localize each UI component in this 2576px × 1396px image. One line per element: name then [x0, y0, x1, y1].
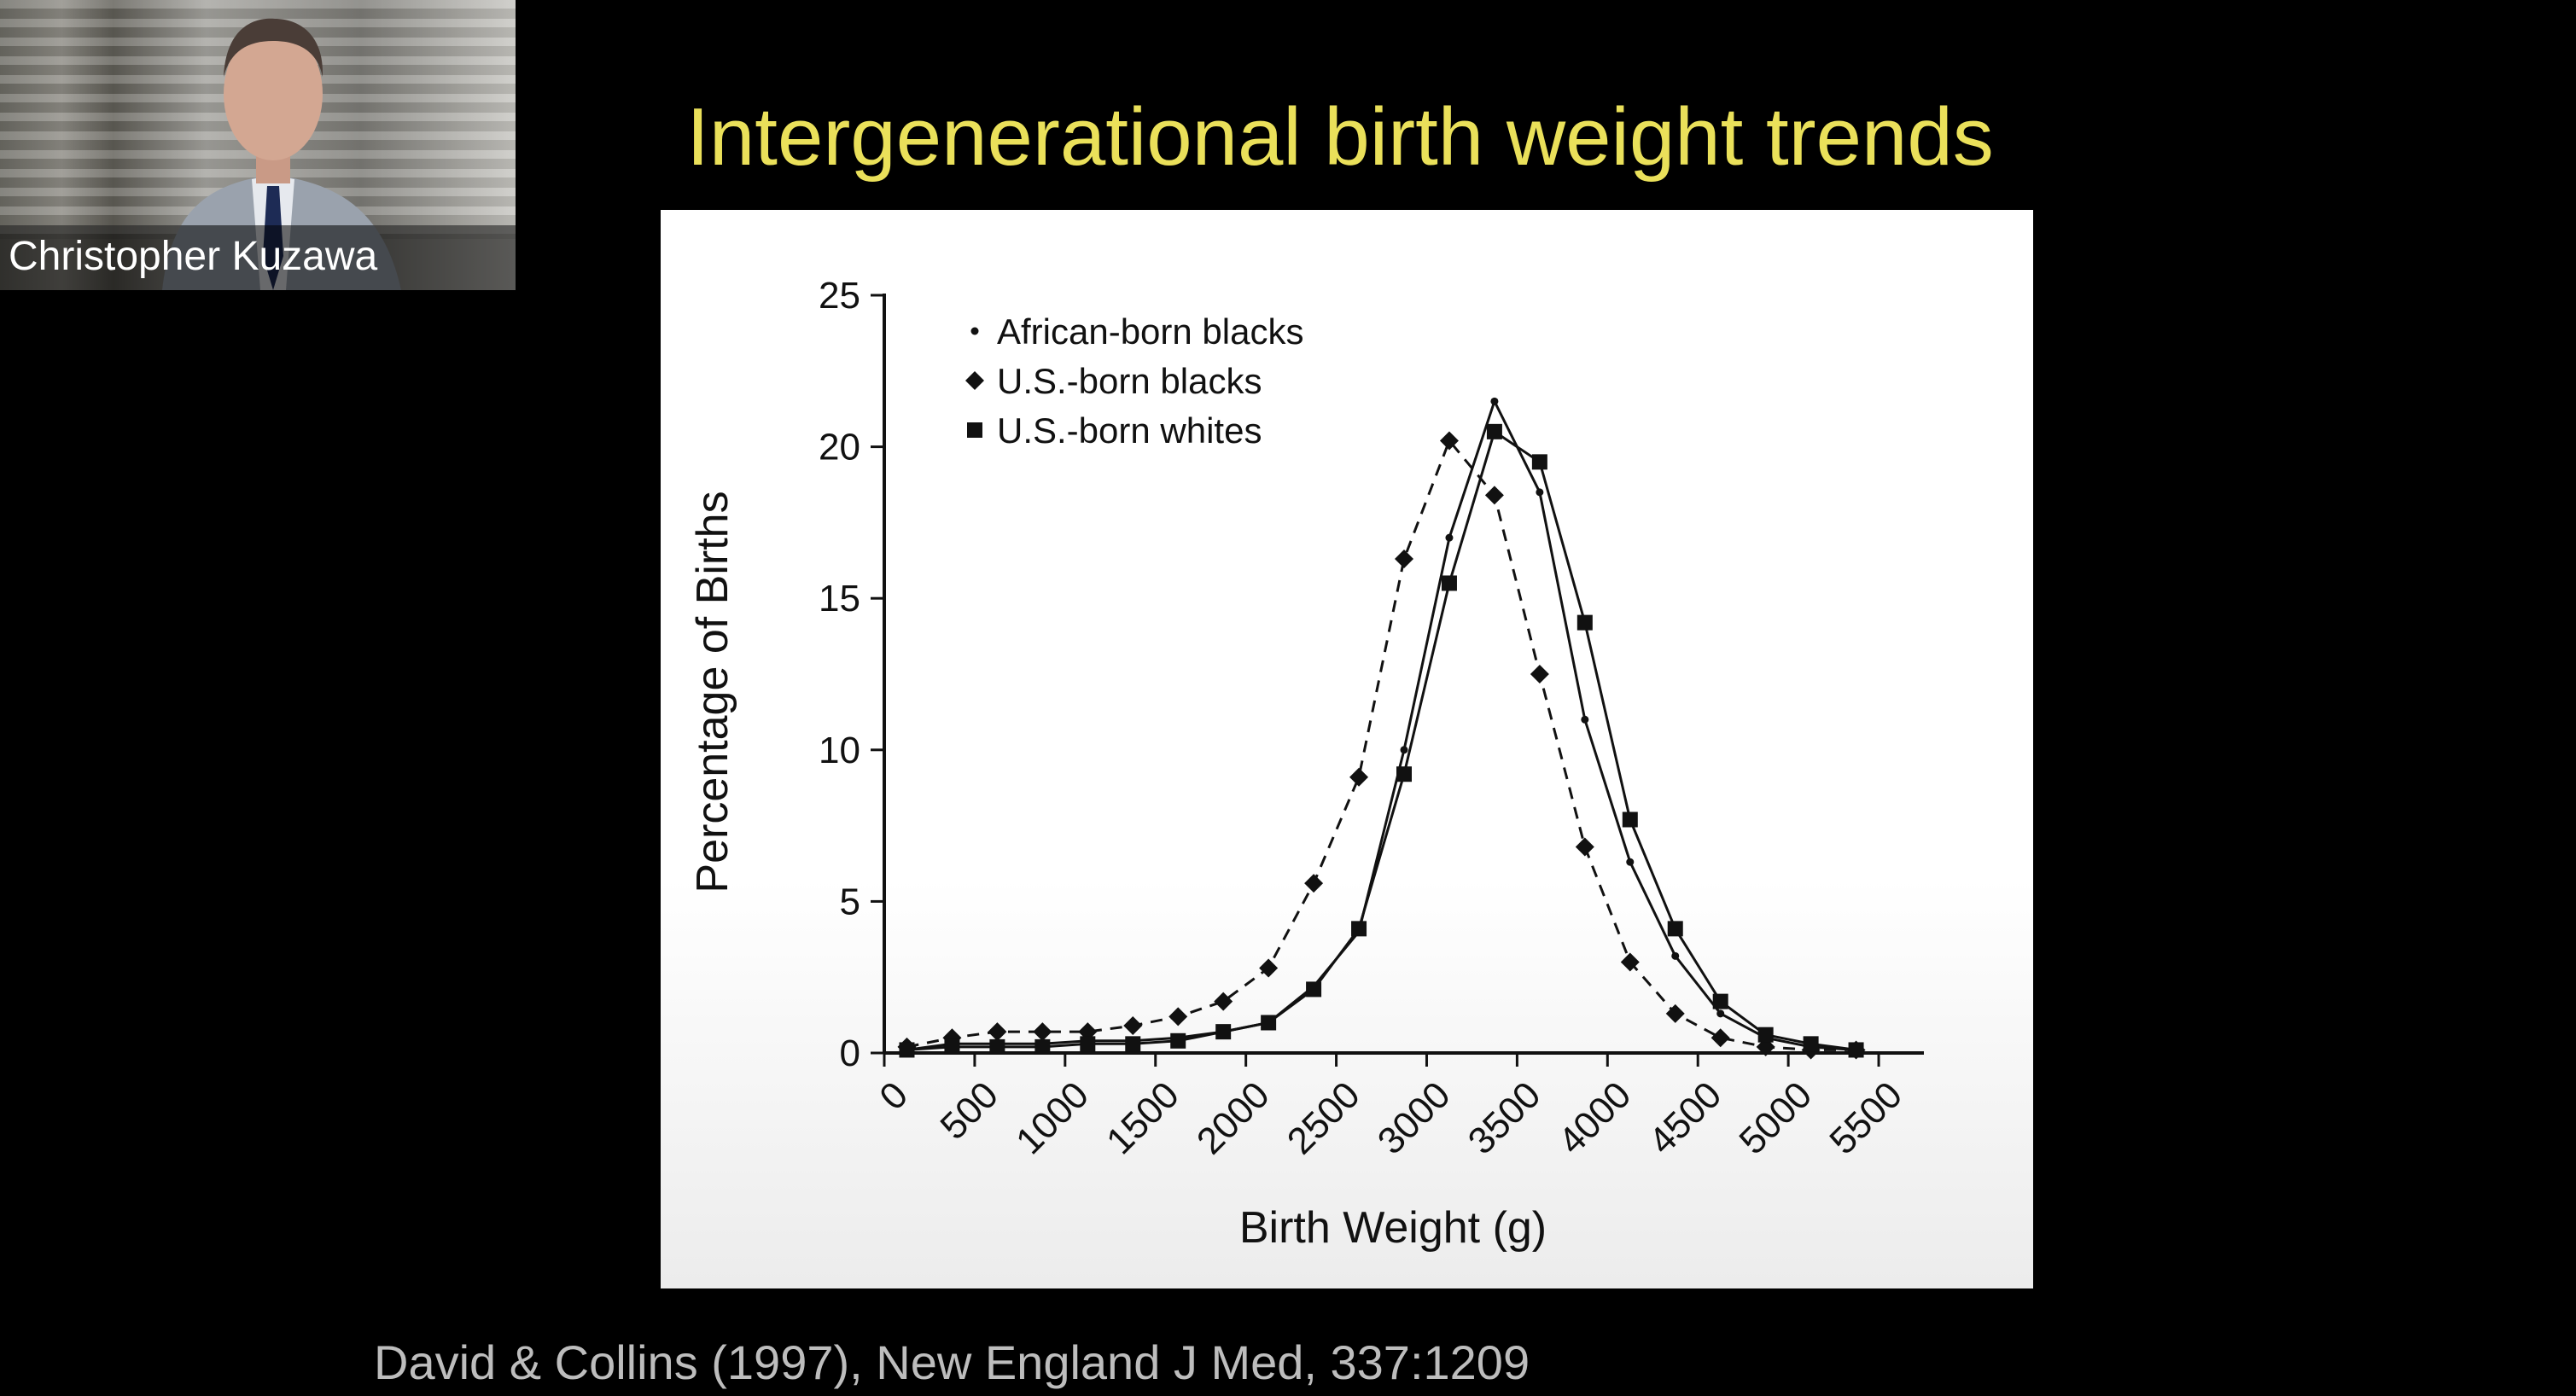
data-point-dot — [1536, 488, 1544, 497]
y-tick-label: 0 — [840, 1032, 860, 1074]
data-point-diamond — [1484, 486, 1504, 505]
data-point-dot — [1671, 951, 1680, 960]
chart-series — [897, 397, 1866, 1060]
data-point-square — [1441, 575, 1457, 591]
legend-marker-diamond — [965, 371, 984, 390]
data-point-square — [1261, 1015, 1277, 1031]
x-tick-label: 4500 — [1641, 1073, 1729, 1162]
series-line — [906, 438, 1856, 1051]
data-point-square — [1803, 1036, 1819, 1052]
data-point-diamond — [1259, 958, 1279, 978]
data-point-diamond — [1530, 665, 1549, 683]
data-point-diamond — [1214, 992, 1233, 1011]
x-axis-label: Birth Weight (g) — [1239, 1203, 1547, 1253]
data-point-square — [1396, 766, 1412, 782]
legend-label: African-born blacks — [997, 311, 1303, 352]
x-tick-label: 2000 — [1189, 1073, 1278, 1162]
x-tick-label: 3500 — [1460, 1073, 1549, 1162]
series-u-s-born-whites — [899, 423, 1864, 1058]
x-tick-label: 5500 — [1821, 1073, 1910, 1162]
data-point-square — [1306, 981, 1322, 998]
x-tick-label: 4000 — [1551, 1073, 1640, 1162]
data-point-square — [1757, 1027, 1774, 1043]
x-tick-label: 500 — [932, 1073, 1006, 1148]
data-point-diamond — [1575, 837, 1594, 857]
legend-marker-square — [967, 422, 982, 438]
data-point-square — [1170, 1032, 1186, 1049]
series-u-s-born-blacks — [897, 431, 1866, 1060]
data-point-square — [989, 1038, 1005, 1055]
data-point-dot — [1716, 1009, 1725, 1018]
data-point-square — [1351, 921, 1367, 937]
data-point-diamond — [988, 1022, 1007, 1042]
series-line — [906, 398, 1856, 1051]
data-point-diamond — [1304, 874, 1324, 893]
chart-legend: African-born blacks U.S.-born blacks U.S.-… — [965, 311, 1303, 451]
data-point-diamond — [1620, 952, 1640, 972]
data-point-dot — [1581, 715, 1589, 724]
participant-video-tile[interactable]: Christopher Kuzawa — [0, 0, 516, 290]
data-point-diamond — [1349, 767, 1369, 787]
data-point-diamond — [1665, 1003, 1685, 1023]
data-point-diamond — [1395, 550, 1413, 569]
data-point-square — [1576, 614, 1593, 631]
y-tick-label: 20 — [819, 427, 860, 468]
data-point-square — [899, 1042, 915, 1058]
data-point-square — [944, 1038, 960, 1055]
data-point-diamond — [1123, 1016, 1143, 1036]
data-point-square — [1034, 1038, 1051, 1055]
legend-marker-dot — [970, 327, 979, 335]
data-point-dot — [1626, 858, 1635, 866]
data-point-diamond — [1033, 1022, 1052, 1042]
x-tick-label: 2500 — [1279, 1073, 1368, 1162]
x-tick-label: 1500 — [1099, 1073, 1187, 1162]
data-point-square — [1712, 993, 1728, 1009]
data-point-square — [1622, 811, 1638, 828]
data-point-square — [1667, 921, 1683, 937]
data-point-square — [1080, 1036, 1096, 1052]
x-tick-label: 0 — [871, 1073, 916, 1118]
series-line — [906, 429, 1856, 1051]
data-point-dot — [1445, 533, 1454, 542]
data-point-dot — [1400, 746, 1408, 754]
series-african-born-blacks — [902, 397, 1861, 1054]
chart-panel: 0 500 1000 1500 2000 2500 3000 3500 4000 4500 5000… — [661, 210, 2033, 1288]
legend-label: U.S.-born whites — [997, 410, 1262, 451]
legend-label: U.S.-born blacks — [997, 361, 1262, 401]
x-tick-label: 5000 — [1731, 1073, 1820, 1162]
data-point-dot — [1490, 397, 1499, 405]
data-point-square — [1486, 423, 1502, 439]
slide-title: Intergenerational birth weight trends — [686, 91, 1994, 183]
y-tick-label: 5 — [840, 881, 860, 922]
data-point-diamond — [1169, 1007, 1188, 1027]
participant-name: Christopher Kuzawa — [9, 234, 378, 279]
data-point-square — [1848, 1042, 1864, 1058]
x-tick-label: 1000 — [1008, 1073, 1097, 1162]
data-point-square — [1215, 1024, 1232, 1040]
participant-name-banner: Christopher Kuzawa — [0, 225, 516, 290]
x-tick-label: 3000 — [1370, 1073, 1459, 1162]
birth-weight-chart: 0 500 1000 1500 2000 2500 3000 3500 4000 4500 5000… — [688, 275, 1924, 1253]
data-point-diamond — [1711, 1028, 1730, 1048]
y-tick-label: 10 — [819, 730, 860, 771]
slide-citation: David & Collins (1997), New England J Me… — [374, 1335, 1530, 1389]
data-point-square — [1531, 454, 1547, 470]
data-point-square — [1125, 1036, 1141, 1052]
y-tick-label: 15 — [819, 578, 860, 619]
y-tick-label: 25 — [819, 275, 860, 317]
y-axis-label: Percentage of Births — [688, 491, 737, 893]
data-point-diamond — [1439, 431, 1459, 451]
